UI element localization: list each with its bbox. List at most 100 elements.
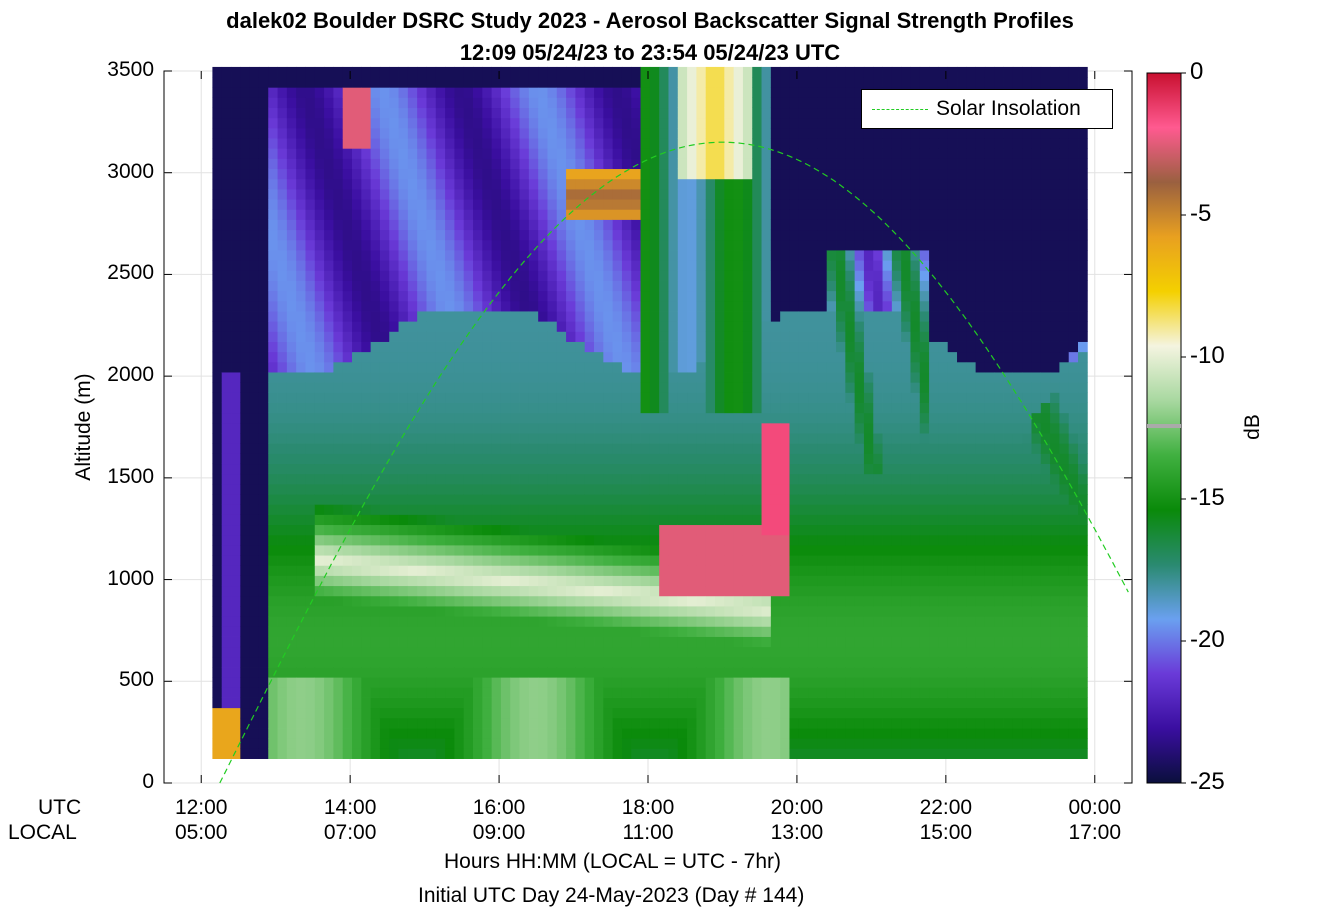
heatmap-cell [342, 453, 353, 465]
heatmap-cell [510, 524, 520, 536]
heatmap-cell [687, 585, 697, 597]
heatmap-cell [556, 473, 567, 485]
heatmap-cell [696, 372, 707, 383]
heatmap-cell [594, 565, 604, 576]
heatmap-cell [528, 138, 539, 149]
heatmap-cell [510, 717, 520, 729]
heatmap-cell [659, 66, 669, 78]
heatmap-cell [482, 280, 493, 292]
heatmap-cell [845, 453, 856, 465]
heatmap-cell [454, 331, 465, 342]
heatmap-cell [696, 422, 707, 434]
heatmap-cell [407, 524, 418, 536]
heatmap-cell [528, 361, 539, 373]
heatmap-cell [556, 148, 567, 159]
heatmap-cell [659, 656, 669, 668]
heatmap-cell [845, 107, 856, 119]
heatmap-cell [342, 219, 353, 231]
heatmap-cell [677, 626, 688, 637]
heatmap-cell [314, 555, 325, 566]
heatmap-cell [268, 595, 278, 607]
heatmap-cell [770, 260, 781, 271]
heatmap-cell [603, 646, 614, 658]
heatmap-cell [221, 107, 232, 119]
heatmap-cell [510, 687, 520, 698]
heatmap-cell [566, 300, 576, 312]
heatmap-cell [742, 168, 753, 180]
heatmap-cell [789, 148, 800, 159]
heatmap-cell [528, 555, 539, 566]
heatmap-cell [863, 209, 874, 220]
heatmap-cell [314, 341, 325, 353]
heatmap-cell [435, 219, 446, 231]
heatmap-cell [352, 504, 362, 515]
heatmap-cell [324, 250, 334, 261]
heatmap-cell [854, 229, 865, 241]
heatmap-cell [873, 636, 883, 648]
heatmap-cell [370, 463, 381, 475]
heatmap-cell [845, 667, 856, 678]
heatmap-cell [277, 433, 288, 444]
heatmap-cell [528, 494, 539, 505]
heatmap-cell [482, 544, 493, 556]
heatmap-cell [435, 626, 446, 637]
heatmap-cell [212, 717, 223, 729]
heatmap-cell [575, 148, 586, 159]
heatmap-cell [314, 544, 325, 556]
heatmap-cell [435, 402, 446, 414]
heatmap-cell [249, 595, 260, 607]
heatmap-cell [826, 687, 837, 698]
heatmap-cell [789, 402, 800, 414]
heatmap-cell [854, 565, 865, 576]
heatmap-cell [780, 667, 790, 678]
heatmap-cell [780, 300, 790, 312]
heatmap-cell [361, 219, 372, 231]
heatmap-cell [836, 199, 846, 210]
heatmap-cell [454, 494, 465, 505]
heatmap-cell [212, 127, 223, 139]
heatmap-cell [324, 402, 334, 414]
heatmap-cell [491, 422, 502, 434]
heatmap-cell [314, 107, 325, 119]
heatmap-cell [212, 209, 223, 220]
heatmap-cell [296, 188, 306, 200]
heatmap-cell [705, 361, 716, 373]
heatmap-cell [696, 219, 707, 231]
heatmap-cell [342, 565, 353, 576]
heatmap-cell [510, 534, 520, 546]
heatmap-cell [361, 331, 372, 342]
heatmap-cell [500, 372, 511, 383]
heatmap-cell [240, 595, 251, 607]
heatmap-cell [845, 412, 856, 424]
heatmap-cell [370, 148, 381, 159]
heatmap-cell [519, 463, 530, 475]
heatmap-cell [770, 77, 781, 88]
heatmap-cell [836, 412, 846, 424]
heatmap-cell [621, 504, 632, 515]
heatmap-cell [556, 524, 567, 536]
heatmap-cell [575, 341, 586, 353]
heatmap-cell [435, 66, 446, 78]
heatmap-cell [715, 595, 725, 607]
heatmap-cell [659, 514, 669, 526]
heatmap-cell [621, 158, 632, 170]
heatmap-cell [510, 677, 520, 688]
heatmap-cell [780, 402, 790, 414]
heatmap-cell [333, 219, 344, 231]
heatmap-cell [687, 667, 697, 678]
heatmap-cell [519, 127, 530, 139]
heatmap-cell [687, 372, 697, 383]
heatmap-cell [724, 117, 735, 129]
heatmap-cell [603, 626, 614, 637]
heatmap-cell [407, 667, 418, 678]
heatmap-cell [528, 626, 539, 637]
heatmap-cell [286, 361, 297, 373]
heatmap-cell [389, 148, 399, 159]
heatmap-cell [361, 667, 372, 678]
heatmap-cell [342, 372, 353, 383]
heatmap-cell [407, 77, 418, 88]
heatmap-cell [519, 117, 530, 129]
heatmap-cell [426, 117, 437, 129]
heatmap-cell [370, 260, 381, 271]
heatmap-cell [249, 534, 260, 546]
